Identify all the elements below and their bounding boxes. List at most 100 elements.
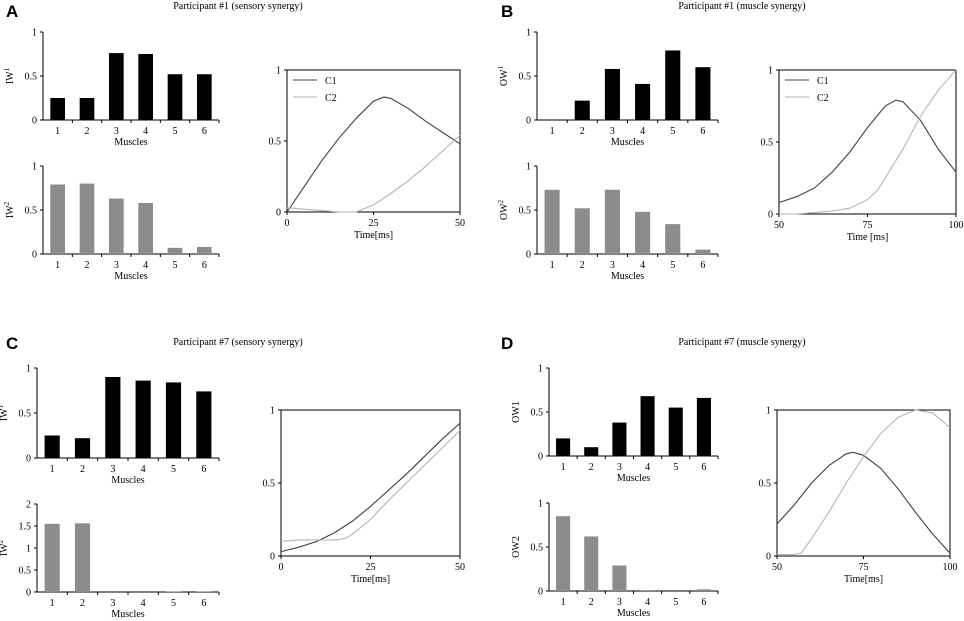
y-tick-label: 1 — [768, 66, 773, 77]
x-tick-label: 5 — [171, 598, 176, 609]
y-label-prefix: I — [0, 418, 10, 421]
y-tick-label: 0.5 — [531, 408, 544, 419]
x-tick-label: 1 — [550, 126, 555, 137]
y-label-base: W2 — [511, 536, 522, 550]
x-tick-label: 3 — [114, 126, 119, 137]
bar-muscle-4 — [135, 380, 151, 458]
bar-muscle-1 — [50, 184, 65, 254]
bar-muscle-3 — [109, 198, 124, 254]
panel-label-d: D — [501, 334, 513, 353]
x-tick-label: 0 — [279, 562, 284, 573]
y-label-prefix: O — [499, 213, 510, 220]
x-tick-label: 50 — [455, 218, 465, 229]
x-tick-label: 4 — [141, 464, 146, 475]
x-tick-label: 1 — [50, 464, 55, 475]
panel-title: Participant #7 (sensory synergy) — [173, 337, 303, 348]
y-tick-label: 0 — [270, 552, 275, 563]
plot-frame — [776, 409, 951, 557]
x-tick-label: 25 — [369, 218, 379, 229]
x-tick-label: 5 — [670, 260, 675, 271]
bar-muscle-5 — [665, 50, 681, 121]
y-tick-label: 0 — [276, 208, 281, 219]
x-tick-label: 4 — [143, 260, 148, 271]
bar-muscle-1 — [50, 98, 65, 120]
x-tick-label: 2 — [589, 462, 594, 473]
y-axis-label: IW2 — [3, 201, 16, 218]
series-line-c2 — [779, 69, 957, 215]
x-tick-label: 5 — [173, 260, 178, 271]
x-tick-label: 50 — [455, 562, 465, 573]
x-tick-label: 4 — [141, 598, 146, 609]
bar-muscle-1 — [556, 438, 571, 456]
bar-muscle-2 — [574, 208, 590, 254]
y-tick-label: 0.5 — [19, 409, 32, 420]
x-tick-label: 1 — [561, 462, 566, 473]
y-label-base: W — [5, 205, 16, 215]
series-line-c1 — [286, 96, 461, 213]
y-tick-label: 0 — [526, 116, 531, 127]
panel-title: Participant #7 (muscle synergy) — [678, 337, 805, 348]
y-tick-label: 0.5 — [761, 138, 774, 149]
x-tick-label: 5 — [173, 126, 178, 137]
bar-muscle-2 — [79, 183, 95, 254]
x-tick-label: 3 — [610, 126, 615, 137]
legend-label-c2: C2 — [325, 93, 337, 104]
y-axis-label: IW1 — [0, 404, 10, 421]
bar-muscle-1 — [44, 435, 60, 458]
bar-muscle-4 — [138, 54, 153, 120]
x-tick-label: 2 — [85, 260, 90, 271]
bar-muscle-1 — [556, 516, 571, 591]
x-tick-label: 100 — [949, 220, 964, 231]
legend-label-c2: C2 — [817, 93, 829, 104]
y-tick-label: 0.5 — [25, 206, 38, 217]
bar-muscle-1 — [44, 523, 60, 592]
y-tick-label: 0.5 — [25, 72, 38, 83]
x-tick-label: 4 — [143, 126, 148, 137]
x-axis-label: Muscles — [114, 271, 147, 282]
y-axis-label: IW2 — [0, 539, 10, 556]
bar-muscle-5 — [668, 407, 683, 456]
x-tick-label: 6 — [202, 260, 207, 271]
x-tick-label: 6 — [202, 126, 207, 137]
y-tick-label: 1 — [766, 406, 771, 417]
panel-label-b: B — [501, 2, 513, 21]
bar-muscle-2 — [74, 438, 91, 458]
y-label-superscript: 2 — [0, 539, 5, 543]
y-tick-label: 0 — [32, 116, 37, 127]
y-tick-label: 0 — [538, 452, 543, 463]
x-axis-label: Muscles — [111, 475, 144, 486]
y-tick-label: 0 — [526, 250, 531, 261]
bar-muscle-5 — [165, 382, 182, 458]
bar-muscle-4 — [635, 83, 651, 120]
y-tick-label: 0 — [766, 552, 771, 563]
activation-line-chart: 0 0.5 1 0 25 50 Time[ms] C1 C2 — [269, 66, 466, 242]
y-label-prefix: O — [511, 551, 522, 558]
y-tick-label: 0.5 — [19, 566, 32, 577]
bar-muscle-2 — [79, 98, 95, 120]
x-tick-label: 1 — [55, 126, 60, 137]
panel-title: Participant #1 (sensory synergy) — [173, 1, 303, 12]
x-tick-label: 6 — [701, 462, 706, 473]
y-tick-label: 1 — [538, 364, 543, 375]
x-axis-label: Muscles — [617, 608, 650, 619]
x-tick-label: 6 — [201, 598, 206, 609]
x-axis-label: Time[ms] — [351, 574, 390, 585]
y-tick-label: 0 — [768, 210, 773, 221]
x-tick-label: 5 — [670, 126, 675, 137]
x-tick-label: 5 — [171, 464, 176, 475]
y-tick-label: 0.5 — [519, 206, 532, 217]
plot-frame — [280, 409, 461, 557]
x-tick-label: 6 — [700, 126, 705, 137]
x-tick-label: 1 — [55, 260, 60, 271]
series-line-c1 — [280, 422, 461, 553]
weight-chart-iw2: 00.511.52123456MusclesIW2 — [0, 500, 220, 620]
y-tick-label: 0.5 — [269, 137, 282, 148]
y-label-base: W — [0, 408, 10, 418]
bar-muscle-3 — [604, 68, 620, 120]
x-tick-label: 3 — [110, 464, 115, 475]
series-line-c1 — [776, 451, 951, 554]
bar-muscle-2 — [574, 100, 590, 120]
